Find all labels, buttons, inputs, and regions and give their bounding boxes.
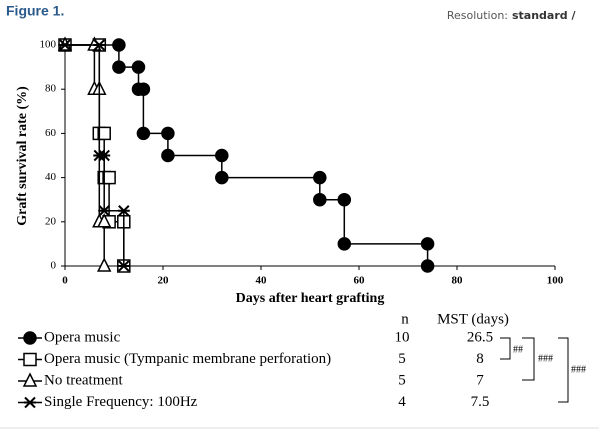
bracket — [500, 337, 511, 360]
table-mst: 8 — [476, 351, 484, 367]
table-n: 5 — [398, 351, 406, 367]
marker — [117, 205, 130, 217]
x-tick-label: 40 — [256, 275, 268, 287]
y-tick-label: 100 — [40, 39, 57, 51]
legend-marker — [22, 372, 38, 387]
y-axis-label: Graft survival rate (%) — [15, 86, 30, 226]
table-n: 4 — [398, 394, 406, 410]
legend-marker — [23, 331, 37, 345]
survival-line — [65, 44, 429, 266]
x-tick-label: 80 — [452, 275, 464, 287]
marker — [59, 39, 71, 51]
marker — [112, 60, 126, 74]
table-header: n — [401, 311, 409, 327]
y-tick-label: 40 — [45, 171, 57, 183]
marker — [93, 39, 106, 51]
y-tick-label: 20 — [45, 215, 57, 227]
legend-label: Opera music (Tympanic membrane perforati… — [44, 351, 331, 367]
marker — [96, 213, 112, 228]
significance-label: ### — [538, 353, 553, 364]
marker — [96, 257, 112, 272]
marker — [313, 170, 327, 185]
table-mst: 7 — [476, 372, 484, 388]
y-tick-label: 60 — [45, 127, 57, 139]
table-n: 5 — [398, 372, 406, 388]
table-n: 10 — [395, 329, 410, 345]
marker — [98, 149, 111, 162]
x-tick-label: 60 — [354, 275, 366, 287]
significance-label: ## — [513, 344, 523, 355]
marker — [337, 192, 352, 207]
marker — [420, 237, 435, 251]
marker — [313, 192, 327, 207]
bracket — [558, 337, 569, 403]
marker — [420, 259, 435, 273]
resolution-label: Resolution: — [447, 9, 508, 22]
table-mst: 26.5 — [467, 329, 493, 345]
marker — [136, 82, 151, 96]
significance-label: ### — [571, 364, 586, 375]
table-header: MST (days) — [437, 311, 509, 327]
legend-marker — [24, 396, 36, 409]
legend-label: No treatment — [44, 372, 124, 388]
table-mst: 7.5 — [471, 394, 490, 410]
x-axis-label: Days after heart grafting — [236, 291, 385, 306]
marker — [131, 60, 146, 74]
marker — [337, 237, 352, 251]
marker — [161, 126, 175, 141]
legend-marker — [23, 352, 37, 367]
resolution-value[interactable]: standard / — [512, 9, 576, 22]
marker — [98, 205, 111, 217]
y-tick-label: 80 — [45, 83, 57, 95]
significance-brackets — [500, 337, 569, 403]
x-tick-label: 20 — [158, 275, 170, 287]
marker — [215, 170, 229, 185]
figure-title: Figure 1. — [6, 3, 64, 19]
y-tick-label: 0 — [51, 260, 57, 272]
marker — [97, 126, 111, 141]
marker — [136, 126, 151, 141]
x-tick-label: 0 — [62, 275, 68, 287]
legend-label: Single Frequency: 100Hz — [44, 394, 198, 410]
marker — [102, 170, 116, 185]
marker — [215, 148, 229, 163]
marker — [112, 38, 126, 52]
marker — [117, 260, 130, 272]
marker — [161, 148, 175, 163]
x-tick-label: 100 — [547, 275, 564, 287]
legend-label: Opera music — [44, 329, 121, 345]
bracket — [522, 337, 535, 381]
